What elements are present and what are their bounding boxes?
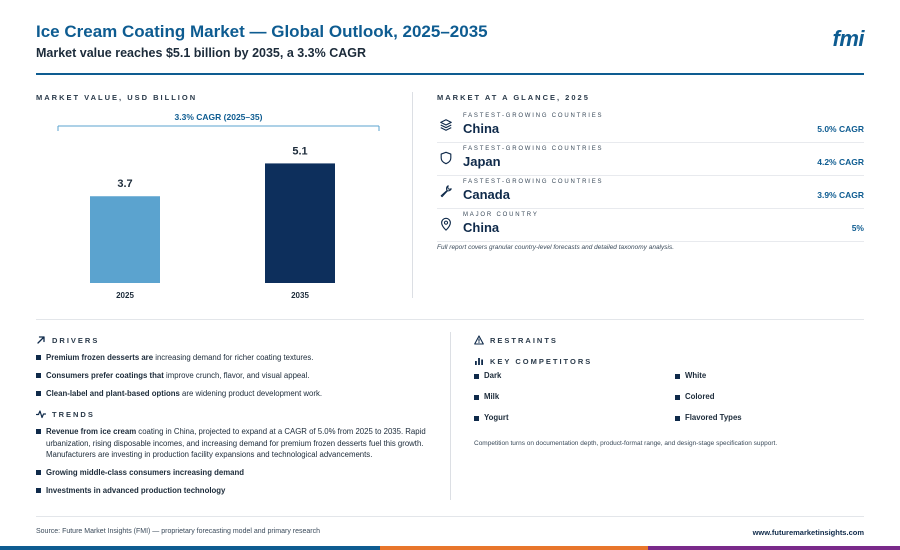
- glance-list: FASTEST-GROWING COUNTRIES China 5.0% CAG…: [437, 110, 864, 242]
- competitors-label: KEY COMPETITORS: [490, 356, 593, 366]
- list-item: Consumers prefer coatings that improve c…: [36, 370, 436, 382]
- competitor-item: Flavored Types: [675, 414, 864, 422]
- glance-kicker: FASTEST-GROWING COUNTRIES: [463, 146, 604, 152]
- chart-section-label: MARKET VALUE, USD BILLION: [36, 93, 198, 102]
- glance-value: 3.9% CAGR: [817, 190, 864, 200]
- drivers-list: Premium frozen desserts are increasing d…: [36, 352, 436, 406]
- glance-note: Full report covers granular country-leve…: [437, 244, 675, 251]
- market-value-bar-chart: 3.3% CAGR (2025–35) 3.7 2025 5.1 2035: [57, 112, 380, 300]
- glance-kicker: FASTEST-GROWING COUNTRIES: [463, 113, 604, 119]
- restraints-label: RESTRAINTS: [490, 335, 558, 345]
- page-subtitle: Market value reaches $5.1 billion by 203…: [36, 46, 367, 60]
- restraints-header: RESTRAINTS: [474, 335, 558, 345]
- panel-divider: [412, 92, 413, 298]
- bar-chart-icon: [475, 358, 483, 365]
- glance-row[interactable]: FASTEST-GROWING COUNTRIES China 5.0% CAG…: [437, 110, 864, 143]
- panel-divider: [450, 332, 451, 500]
- layers-icon: [440, 119, 452, 131]
- cagr-bracket: [57, 125, 380, 131]
- bar-value-label: 5.1: [292, 145, 307, 157]
- list-item: Premium frozen desserts are increasing d…: [36, 352, 436, 364]
- competitors-grid: Dark White Milk Colored Yogurt Flavored …: [474, 372, 864, 422]
- x-tick-label: 2025: [116, 291, 134, 300]
- website-link[interactable]: www.futuremarketinsights.com: [752, 528, 864, 537]
- source-note: Source: Future Market Insights (FMI) — p…: [36, 528, 320, 535]
- bar-value-label: 3.7: [117, 178, 132, 190]
- color-bar-segment: [0, 546, 380, 550]
- competitor-item: Colored: [675, 393, 864, 401]
- list-item: Clean-label and plant-based options are …: [36, 388, 436, 400]
- arrow-up-right-icon: [37, 336, 45, 344]
- warning-icon: [474, 335, 484, 345]
- page-title: Ice Cream Coating Market — Global Outloo…: [36, 22, 488, 41]
- drivers-label: DRIVERS: [52, 335, 100, 345]
- competitor-item: Dark: [474, 372, 675, 380]
- glance-row[interactable]: MAJOR COUNTRY China 5%: [437, 209, 864, 242]
- cagr-annotation: 3.3% CAGR (2025–35): [175, 112, 263, 122]
- competitors-note: Competition turns on documentation depth…: [474, 440, 778, 447]
- competitor-item: White: [675, 372, 864, 380]
- trends-label: TRENDS: [52, 409, 95, 419]
- glance-kicker: MAJOR COUNTRY: [463, 212, 539, 218]
- pulse-icon: [36, 410, 46, 419]
- glance-section-label: MARKET AT A GLANCE, 2025: [437, 93, 590, 102]
- glance-row[interactable]: FASTEST-GROWING COUNTRIES Canada 3.9% CA…: [437, 176, 864, 209]
- color-bar-segment: [380, 546, 648, 550]
- list-item: Growing middle-class consumers increasin…: [36, 467, 430, 479]
- shield-icon: [440, 151, 452, 165]
- map-pin-icon: [441, 217, 451, 231]
- list-item: Investments in advanced production techn…: [36, 485, 430, 497]
- color-bar-segment: [648, 546, 900, 550]
- trends-list: Revenue from ice cream coating in China,…: [36, 426, 430, 503]
- competitor-item: Milk: [474, 393, 675, 401]
- list-item: Revenue from ice cream coating in China,…: [36, 426, 430, 461]
- glance-value: 4.2% CAGR: [817, 157, 864, 167]
- trends-header: TRENDS: [36, 409, 95, 419]
- glance-country: Japan: [463, 154, 501, 169]
- glance-country: China: [463, 220, 500, 235]
- wrench-icon: [440, 185, 452, 198]
- drivers-header: DRIVERS: [36, 335, 99, 345]
- competitor-item: Yogurt: [474, 414, 675, 422]
- footer-color-bar: [0, 546, 900, 550]
- glance-value: 5.0% CAGR: [817, 124, 864, 134]
- fmi-logo[interactable]: fmi: [832, 26, 865, 51]
- glance-row[interactable]: FASTEST-GROWING COUNTRIES Japan 4.2% CAG…: [437, 143, 864, 176]
- bar-2035: [265, 163, 335, 283]
- header-divider: [36, 73, 864, 75]
- glance-country: China: [463, 121, 500, 136]
- glance-value: 5%: [851, 223, 864, 233]
- footer-divider: [36, 516, 864, 517]
- section-divider: [36, 319, 864, 320]
- bar-2025: [90, 196, 160, 283]
- x-tick-label: 2035: [291, 291, 309, 300]
- glance-country: Canada: [463, 187, 510, 202]
- competitors-header: KEY COMPETITORS: [474, 356, 592, 366]
- glance-kicker: FASTEST-GROWING COUNTRIES: [463, 179, 604, 185]
